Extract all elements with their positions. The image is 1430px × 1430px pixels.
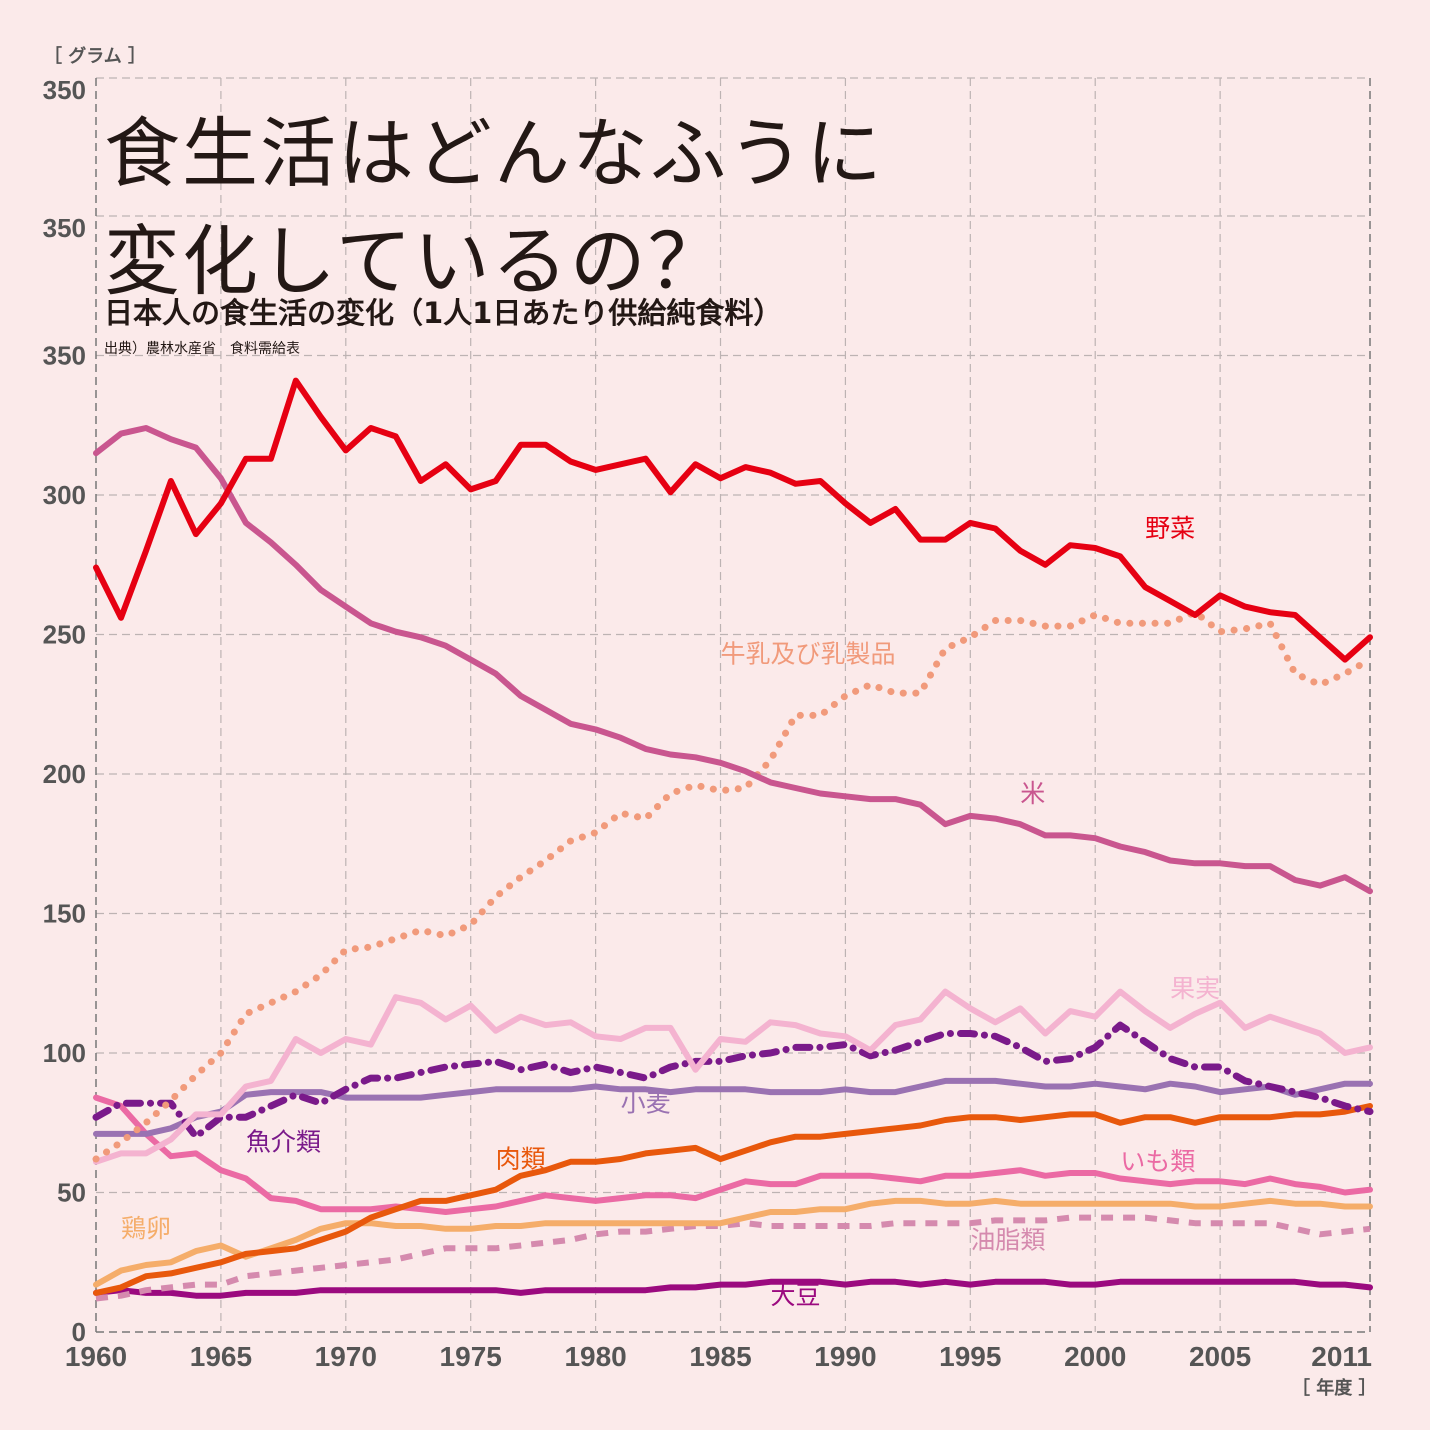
y-tick-label: 250 (43, 620, 86, 650)
series-label: 米 (1020, 779, 1045, 808)
x-tick-label: 1975 (440, 1341, 502, 1372)
series-line (93, 1077, 1373, 1137)
x-axis-ticks: 1960 1965 1970 1975 1980 1985 1990 1995 2000 2005… (65, 1341, 1372, 1372)
y-tick-label: 350 (43, 341, 86, 371)
y-tick-label: 300 (43, 480, 86, 510)
series-label: いも類 (1120, 1147, 1195, 1176)
series-label: 牛乳及び乳製品 (721, 639, 896, 668)
series-line (92, 608, 1374, 1163)
series-line (93, 988, 1373, 1165)
series-label: 魚介類 (246, 1128, 321, 1157)
y-tick-label: 350 (43, 75, 86, 105)
x-tick-label: 2000 (1064, 1341, 1126, 1372)
x-axis-unit: ［ 年度 ］ (1292, 1378, 1377, 1399)
y-tick-label: 200 (43, 759, 86, 789)
series-label: 油脂類 (970, 1225, 1045, 1254)
chart-subtitle: 日本人の食生活の変化（1人1日あたり供給純食料） (104, 296, 783, 330)
x-tick-label: 1965 (190, 1341, 252, 1372)
series-line (93, 1094, 1373, 1215)
x-tick-label: 1990 (814, 1341, 876, 1372)
y-tick-label: 50 (57, 1178, 86, 1208)
y-axis-unit: ［ グラム ］ (44, 46, 146, 67)
series-label: 小麦 (621, 1089, 671, 1118)
y-tick-label: 100 (43, 1038, 86, 1068)
series-lines (92, 377, 1374, 1302)
series-line (93, 1278, 1373, 1299)
series-line (93, 1197, 1373, 1288)
grid (95, 77, 1371, 1333)
series-line (93, 377, 1373, 663)
series-label: 果実 (1170, 974, 1220, 1003)
series-line (95, 1214, 1371, 1302)
series-label: 野菜 (1145, 514, 1195, 543)
series-line (92, 1021, 1374, 1141)
page-title-line2: 変化しているの？ (104, 217, 726, 306)
x-tick-label: 1970 (315, 1341, 377, 1372)
page-title-line1: 食生活はどんなふうに (104, 109, 884, 198)
y-tick-label: 0 (72, 1317, 86, 1347)
x-tick-label: 1985 (689, 1341, 751, 1372)
series-label: 肉類 (496, 1144, 546, 1173)
x-tick-label: 2005 (1189, 1341, 1251, 1372)
series-line (93, 425, 1373, 895)
series-line (93, 1103, 1373, 1296)
series-label: 鶏卵 (121, 1214, 171, 1243)
y-tick-label: 350 (43, 213, 86, 243)
y-axis-ticks: 0 50 100 150 200 250 300 350 350 350 (43, 75, 86, 1347)
x-tick-label: 1960 (65, 1341, 127, 1372)
source-note: 出典）農林水産省 食料需給表 (104, 341, 300, 357)
y-tick-label: 150 (43, 899, 86, 929)
x-tick-label: 1980 (564, 1341, 626, 1372)
series-label: 大豆 (770, 1281, 820, 1310)
x-tick-label: 1995 (939, 1341, 1001, 1372)
x-tick-label: 2011 (1311, 1341, 1372, 1372)
